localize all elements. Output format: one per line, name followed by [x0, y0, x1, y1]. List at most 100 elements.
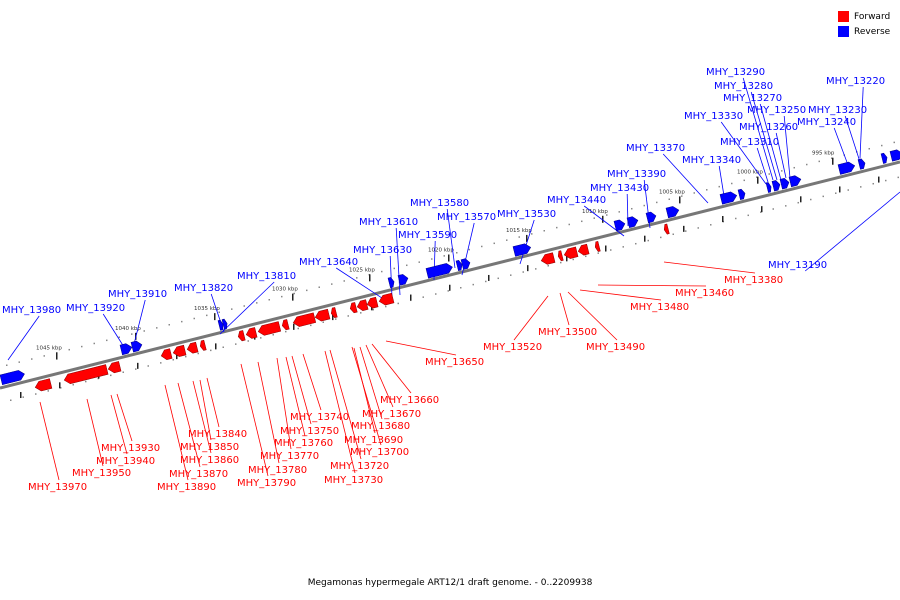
gene-leader-line: [759, 103, 782, 181]
gene-label[interactable]: MHY_13460: [675, 288, 734, 299]
gene-label[interactable]: MHY_13520: [483, 342, 542, 353]
gene-label[interactable]: MHY_13850: [180, 442, 239, 453]
gene-label[interactable]: MHY_13670: [362, 409, 421, 420]
gene-label[interactable]: MHY_13380: [724, 275, 783, 286]
gene-label[interactable]: MHY_13870: [169, 469, 228, 480]
track-dot: [93, 342, 95, 345]
gene-label[interactable]: MHY_13240: [797, 117, 856, 128]
track-dot: [493, 242, 495, 245]
gene-label[interactable]: MHY_13250: [747, 105, 806, 116]
gene-leader-line: [7, 315, 40, 361]
gene-label[interactable]: MHY_13910: [108, 289, 167, 300]
forward-gene: [314, 308, 331, 322]
gene-label[interactable]: MHY_13230: [808, 105, 867, 116]
reverse-gene: [665, 206, 680, 219]
gene-label[interactable]: MHY_13980: [2, 305, 61, 316]
gene-label[interactable]: MHY_13810: [237, 271, 296, 282]
scale-label: 1040 kbp: [115, 326, 141, 332]
gene-label[interactable]: MHY_13480: [630, 302, 689, 313]
gene-label[interactable]: MHY_13490: [586, 342, 645, 353]
track-dot: [635, 242, 637, 245]
gene-label[interactable]: MHY_13690: [344, 435, 403, 446]
gene-label[interactable]: MHY_13190: [768, 260, 827, 271]
reverse-gene: [788, 175, 802, 188]
forward-gene: [378, 292, 395, 306]
gene-label[interactable]: MHY_13780: [248, 465, 307, 476]
gene-label[interactable]: MHY_13820: [174, 283, 233, 294]
gene-label[interactable]: MHY_13650: [425, 357, 484, 368]
gene-label[interactable]: MHY_13770: [260, 451, 319, 462]
gene-leader-line: [720, 121, 767, 185]
track-dot: [356, 277, 358, 279]
gene-label[interactable]: MHY_13590: [398, 230, 457, 241]
gene-leader-line: [559, 292, 570, 326]
track-dot: [6, 364, 8, 367]
gene-label[interactable]: MHY_13720: [330, 461, 389, 472]
scale-tick: [602, 215, 604, 223]
gene-label[interactable]: MHY_13330: [684, 111, 743, 122]
scale-tick: [757, 176, 759, 184]
gene-label[interactable]: MHY_13630: [353, 245, 412, 256]
gene-label[interactable]: MHY_13920: [66, 303, 125, 314]
track-dot: [210, 349, 212, 352]
gene-label[interactable]: MHY_13660: [380, 395, 439, 406]
track-dot: [556, 226, 558, 229]
gene-label[interactable]: MHY_13570: [437, 212, 496, 223]
gene-label[interactable]: MHY_13750: [280, 426, 339, 437]
gene-label[interactable]: MHY_13790: [237, 478, 296, 489]
track-dot: [31, 358, 33, 360]
gene-label[interactable]: MHY_13310: [720, 137, 779, 148]
gene-label[interactable]: MHY_13640: [299, 257, 358, 268]
gene-label[interactable]: MHY_13610: [359, 217, 418, 228]
scale-label: 1005 kbp: [659, 189, 685, 195]
scale-label: 1000 kbp: [737, 170, 763, 176]
gene-label[interactable]: MHY_13940: [96, 456, 155, 467]
gene-label[interactable]: MHY_13970: [28, 482, 87, 493]
gene-label[interactable]: MHY_13860: [180, 455, 239, 466]
gene-label[interactable]: MHY_13440: [547, 195, 606, 206]
forward-gene: [172, 344, 187, 357]
track-dot: [485, 280, 487, 283]
gene-label[interactable]: MHY_13890: [157, 482, 216, 493]
gene-label[interactable]: MHY_13700: [350, 447, 409, 458]
track-dot: [893, 141, 895, 144]
gene-label[interactable]: MHY_13290: [706, 67, 765, 78]
track-dot: [293, 292, 295, 295]
gene-label[interactable]: MHY_13390: [607, 169, 666, 180]
gene-label[interactable]: MHY_13220: [826, 76, 885, 87]
legend-reverse: Reverse: [838, 24, 890, 39]
gene-leader-line: [567, 291, 618, 341]
reverse-gene: [719, 191, 738, 205]
minor-tick: [410, 294, 412, 301]
track-dot: [168, 323, 170, 326]
gene-label[interactable]: MHY_13930: [101, 443, 160, 454]
gene-leader-line: [844, 115, 861, 163]
track-dot: [518, 236, 520, 238]
gene-leader-line: [579, 289, 662, 301]
gene-label[interactable]: MHY_13260: [739, 122, 798, 133]
gene-label[interactable]: MHY_13270: [723, 93, 782, 104]
forward-gene: [577, 243, 590, 256]
minor-tick: [761, 206, 763, 213]
gene-label[interactable]: MHY_13730: [324, 475, 383, 486]
gene-label[interactable]: MHY_13840: [188, 429, 247, 440]
forward-gene: [557, 250, 564, 262]
gene-label[interactable]: MHY_13950: [72, 468, 131, 479]
gene-label[interactable]: MHY_13580: [410, 198, 469, 209]
scale-label: 1025 kbp: [349, 267, 375, 273]
track-dot: [22, 396, 24, 398]
gene-label[interactable]: MHY_13340: [682, 155, 741, 166]
gene-label[interactable]: MHY_13370: [626, 143, 685, 154]
forward-gene: [281, 319, 290, 331]
gene-label[interactable]: MHY_13430: [590, 183, 649, 194]
figure-caption: Megamonas hypermegale ART12/1 draft geno…: [307, 578, 593, 588]
gene-label[interactable]: MHY_13530: [497, 209, 556, 220]
gene-label[interactable]: MHY_13740: [290, 412, 349, 423]
gene-label[interactable]: MHY_13760: [274, 438, 333, 449]
reverse-gene: [425, 263, 453, 279]
gene-label[interactable]: MHY_13680: [351, 421, 410, 432]
track-dot: [247, 340, 249, 342]
gene-label[interactable]: MHY_13500: [538, 327, 597, 338]
track-dot: [781, 170, 783, 172]
gene-label[interactable]: MHY_13280: [714, 81, 773, 92]
